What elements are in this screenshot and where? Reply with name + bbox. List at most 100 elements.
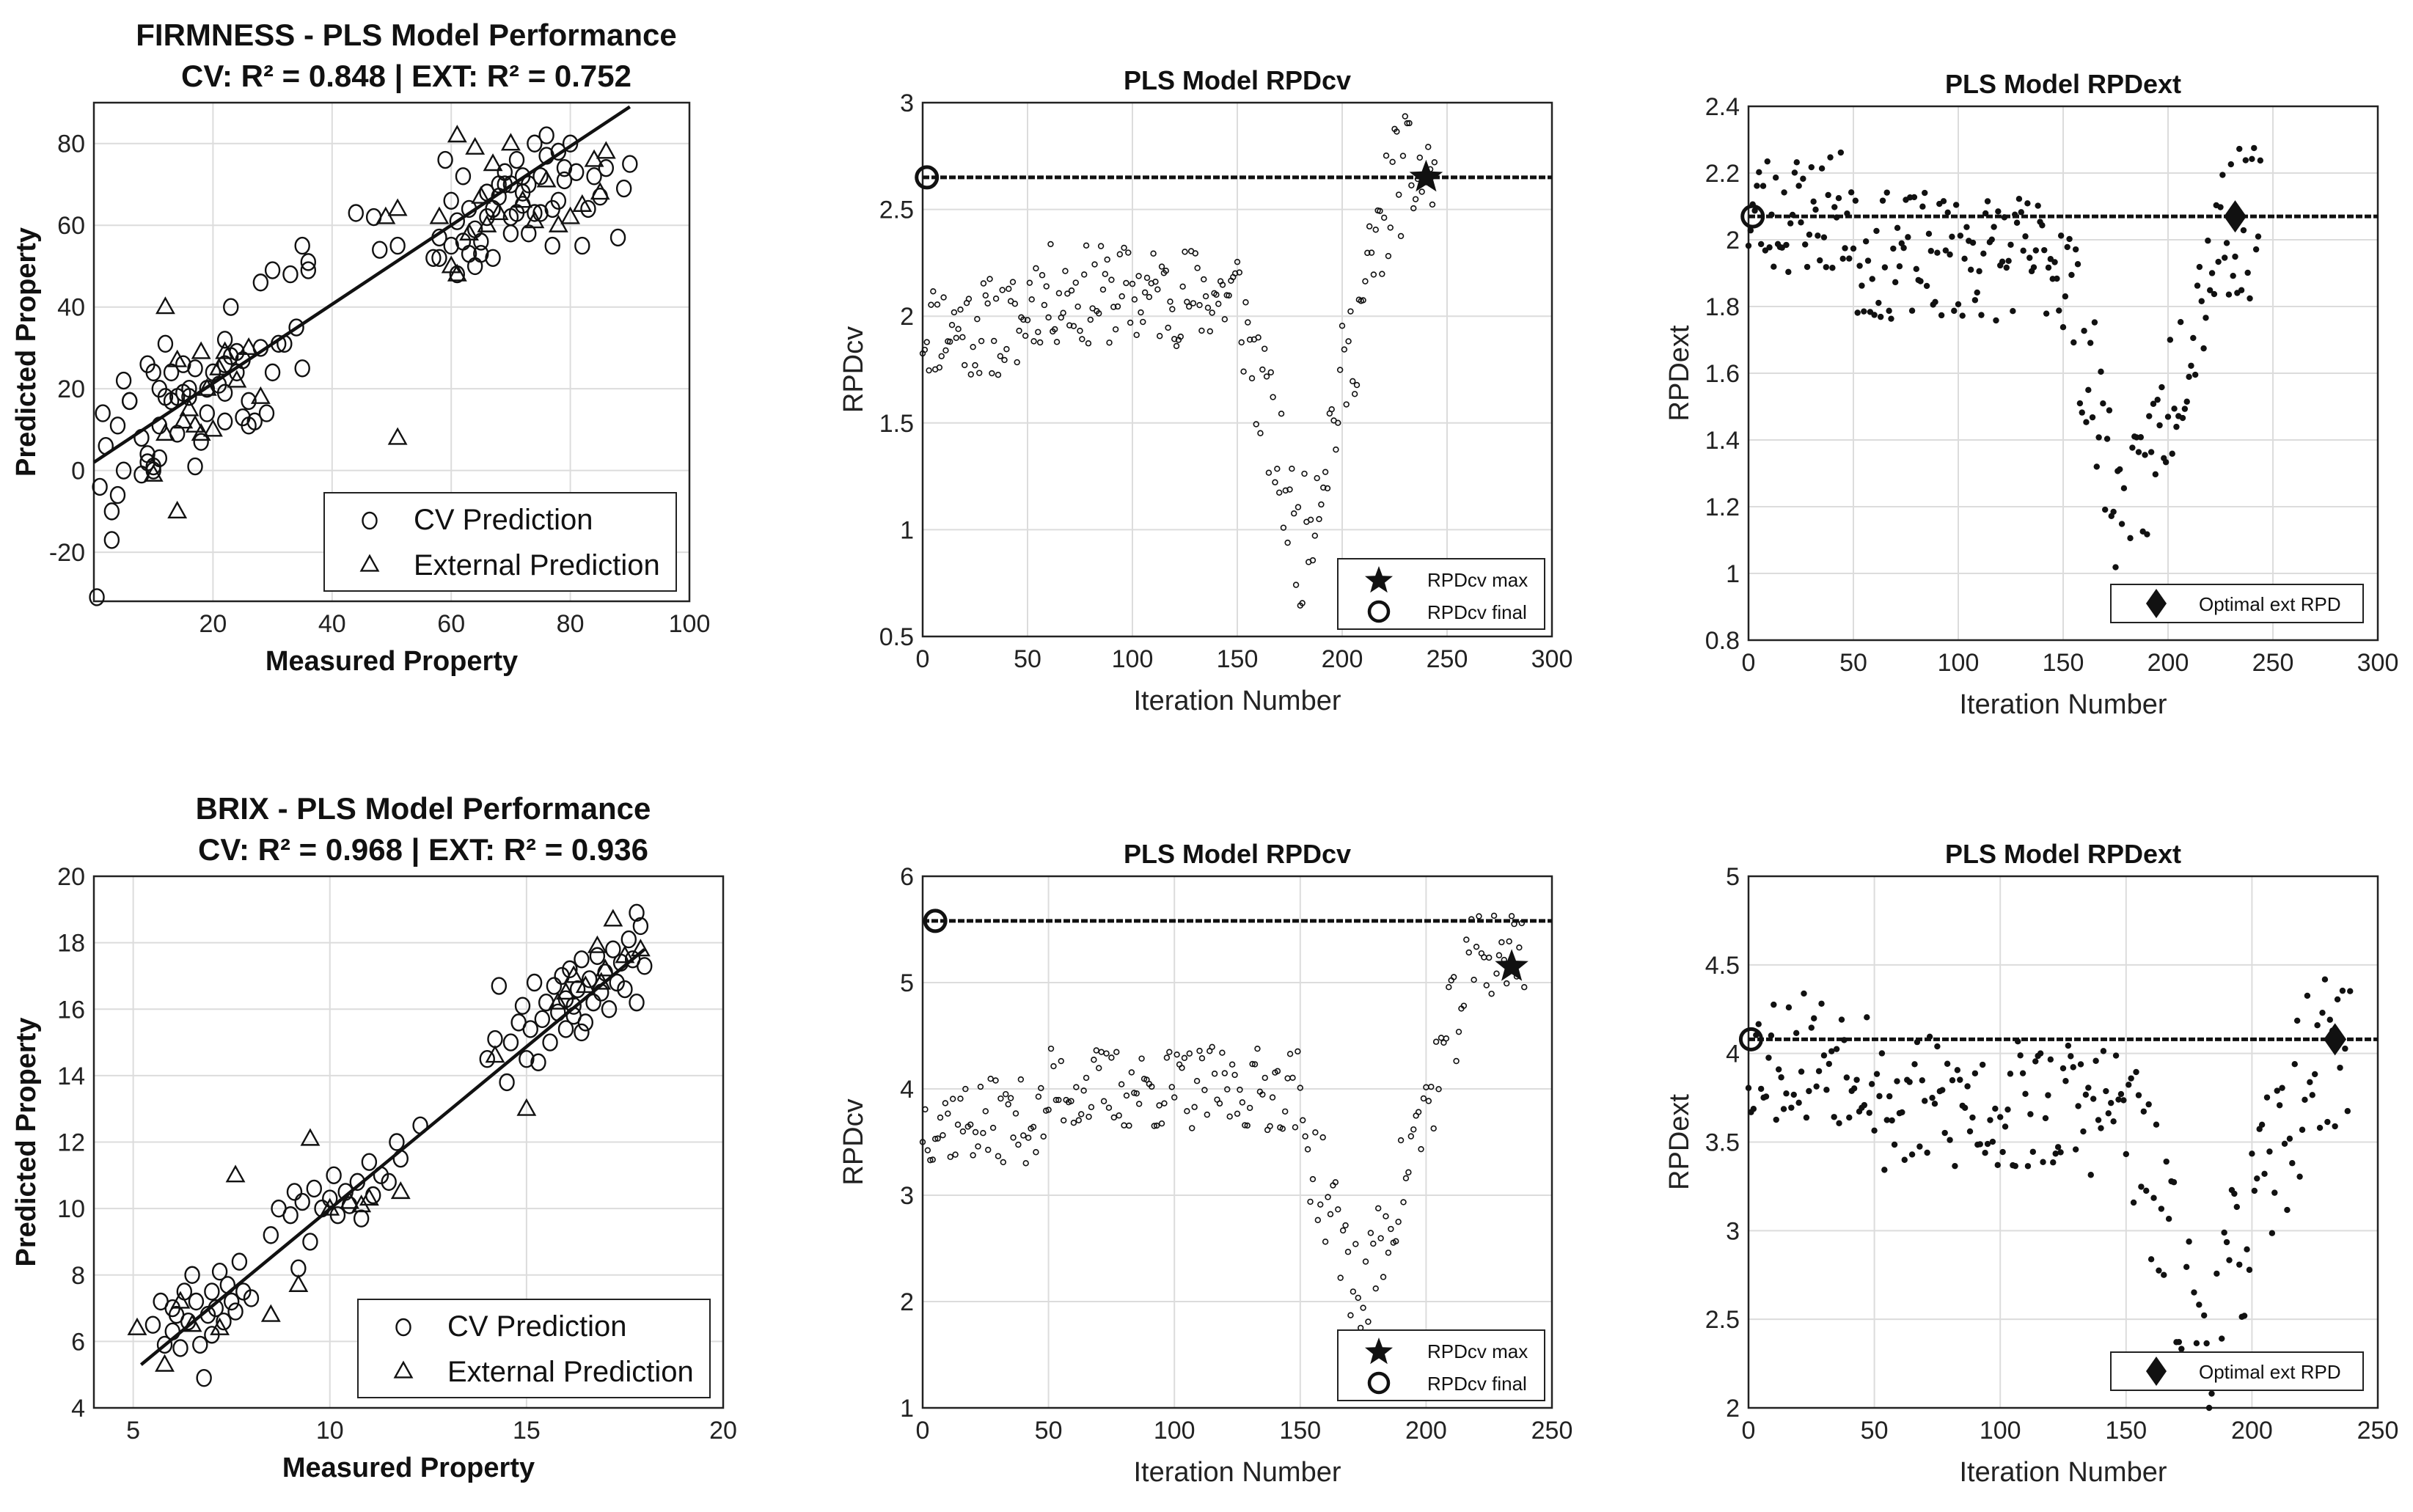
iteration-point [961,362,968,369]
iteration-point [1460,1002,1468,1009]
iteration-point [2145,1101,2152,1108]
iteration-point [2223,240,2230,246]
iteration-point [2095,434,2102,441]
iteration-point [1022,332,1029,340]
iteration-point [1969,1114,1976,1121]
iteration-point [1385,252,1392,260]
cv-point [574,236,590,255]
legend-star-marker [1365,566,1393,593]
iteration-point [1380,1274,1387,1280]
iteration-point [1133,331,1140,338]
iteration-point [2030,264,2037,271]
y-tick-label: 4.5 [1705,952,1740,980]
iteration-point [974,315,981,323]
iteration-point [929,1156,936,1163]
legend-box [323,492,677,592]
cv-point [532,167,549,186]
iteration-point [2076,400,2084,407]
cv-point [144,1315,161,1334]
iteration-point [2056,307,2062,314]
iteration-point [946,338,953,345]
legend-diamond-marker [2146,589,2167,618]
iteration-point [1192,250,1199,257]
iteration-point [1991,224,1997,230]
y-axis-label: RPDcv [838,1098,869,1185]
legend-label-optimal: Optimal ext RPD [2199,593,2341,615]
iteration-point [1245,319,1251,326]
iteration-point [1476,913,1482,920]
iteration-point [927,1156,934,1164]
ext-point [167,349,188,367]
iteration-point [1829,265,1836,271]
iteration-point [1450,974,1457,980]
iteration-point [940,1131,946,1139]
legend-triangle-marker [393,1360,414,1379]
ext-point [563,965,584,983]
cv-point [219,1276,236,1294]
iteration-point [1852,197,1859,204]
iteration-point [1151,1123,1157,1129]
iteration-point [1813,1083,1820,1090]
plot-border [921,101,1553,638]
iteration-point [2013,219,2021,226]
ext-point [513,190,533,208]
y-tick-label: 10 [57,1195,85,1223]
iteration-point [1035,1093,1042,1100]
iteration-point [1808,1024,1815,1031]
iteration-point [1236,269,1243,276]
chart-title: BRIX - PLS Model Performance [196,791,651,826]
chart-brix_rpdcv: 0 50 100 150 200 250 1 2 3 4 5 6 PLS Model RPDcv Iter… [838,839,1572,1488]
cv-point [508,150,525,169]
iteration-point [2205,238,2211,244]
legend-label-final: RPDcv final [1427,1373,1527,1395]
cv-point [95,404,111,422]
iteration-point [1309,1175,1317,1183]
cv-point [223,298,239,316]
cv-point [196,1369,212,1387]
iteration-point [1383,153,1390,159]
ext-point [155,1354,175,1372]
iteration-point [1471,976,1477,983]
iteration-point [2045,264,2052,271]
iteration-point [1194,265,1201,271]
cv-point [294,359,310,378]
iteration-point [2115,1096,2122,1103]
iteration-point [1102,271,1109,277]
cv-point [263,1226,279,1244]
iteration-point [1020,1132,1027,1139]
x-tick-label: 300 [2357,649,2399,677]
ext-point [387,427,408,445]
iteration-point [2211,290,2218,298]
iteration-point [1360,1304,1366,1311]
iteration-point [1963,224,1970,230]
iteration-point [2215,258,2222,265]
cv-point [235,351,251,370]
chart-title: PLS Model RPDext [1945,839,2181,869]
iteration-point [1103,1050,1110,1057]
iteration-point [1397,1137,1405,1144]
chart-title: FIRMNESS - PLS Model Performance [136,18,676,52]
ext-point [143,463,164,482]
cv-point [322,1189,338,1208]
iteration-point [1929,1094,1936,1101]
iteration-point [1453,1057,1460,1065]
cv-point [538,126,554,144]
cv-point [522,1020,538,1038]
y-tick-label: 0 [71,458,85,485]
iteration-point [1202,293,1209,300]
iteration-point [2161,1271,2167,1278]
iteration-point [2057,232,2065,239]
iteration-point [1768,1032,1775,1039]
cv-point [389,236,406,255]
iteration-point [2183,1263,2190,1271]
iteration-point [1267,369,1274,375]
iteration-point [1853,1076,1860,1083]
cv-point [306,1179,322,1198]
iteration-point [967,371,974,378]
ext-point [471,186,491,204]
iteration-point [1221,1070,1229,1076]
x-tick-label: 60 [437,610,465,638]
iteration-point [1804,263,1811,271]
iteration-point [1801,990,1807,997]
iteration-point [1226,292,1232,299]
